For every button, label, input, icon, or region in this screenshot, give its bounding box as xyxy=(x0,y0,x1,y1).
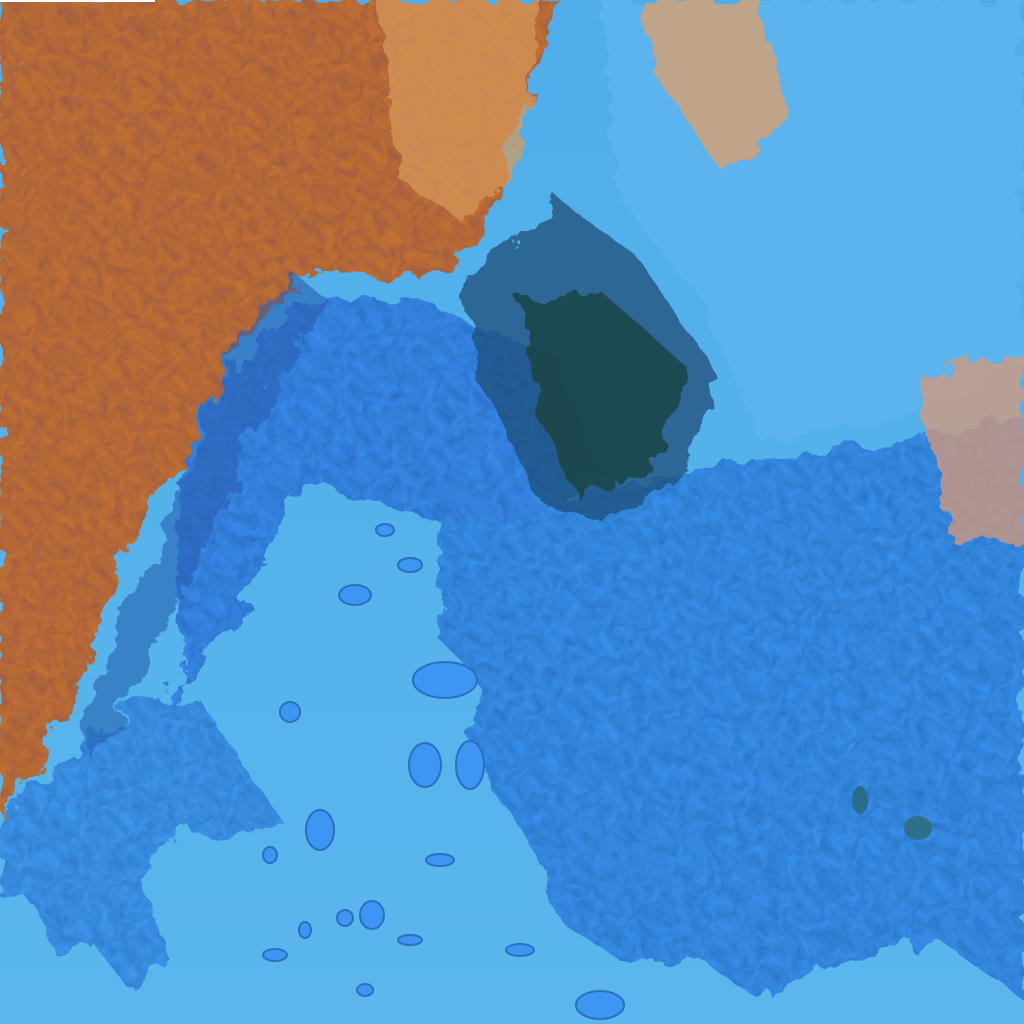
island xyxy=(412,661,478,699)
island xyxy=(356,983,374,997)
island xyxy=(375,523,395,537)
greece-land xyxy=(0,700,280,990)
lake xyxy=(852,786,868,814)
coastal-shadow xyxy=(80,280,330,760)
balkan-lowland xyxy=(20,300,600,840)
island xyxy=(359,900,385,930)
top-edge-strip xyxy=(0,0,155,2)
aegean-islands xyxy=(262,523,625,1020)
island xyxy=(262,948,288,962)
island xyxy=(575,990,625,1020)
island xyxy=(298,921,312,939)
cloud-patch xyxy=(380,0,540,220)
island xyxy=(279,701,301,723)
island xyxy=(338,584,372,606)
lake xyxy=(904,816,932,840)
anatolia-land xyxy=(440,420,1024,1000)
dinaric-mountains xyxy=(0,0,560,820)
island xyxy=(397,557,423,573)
mountain-dark xyxy=(520,290,690,500)
island xyxy=(425,853,455,867)
cloud-patch xyxy=(640,0,790,170)
island xyxy=(336,909,354,927)
island xyxy=(455,740,485,790)
island xyxy=(408,742,442,788)
island xyxy=(505,943,535,957)
cloud-patch xyxy=(920,350,1024,540)
island xyxy=(262,846,278,864)
island xyxy=(397,934,423,946)
island xyxy=(305,809,335,851)
